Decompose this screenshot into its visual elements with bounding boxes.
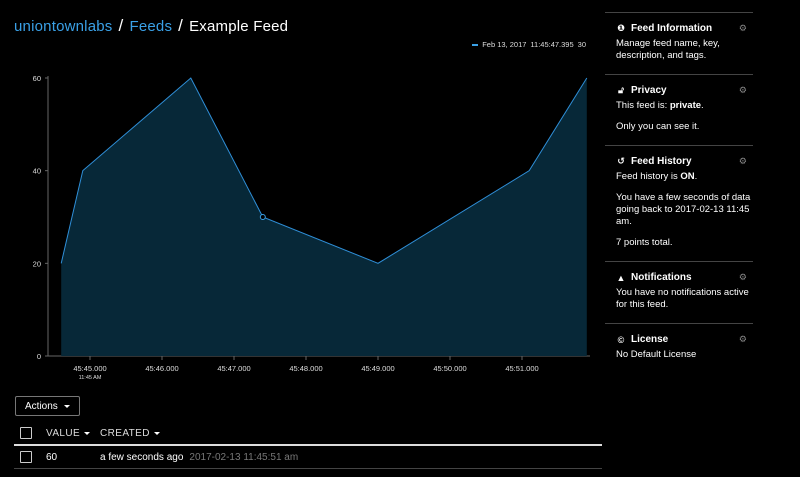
chart-legend: Feb 13, 2017 11:45:47.395 30 — [472, 40, 586, 49]
breadcrumb-separator: / — [118, 16, 124, 35]
history-icon: ↺ — [617, 156, 625, 166]
panel-title: ❶ Feed Information — [616, 23, 753, 34]
panel-license: © License ⚙ No Default License — [605, 323, 753, 373]
column-header-value[interactable]: VALUE — [46, 428, 100, 439]
copyright-icon: © — [617, 334, 625, 345]
chevron-down-icon — [153, 431, 160, 435]
actions-dropdown-button[interactable]: Actions — [15, 396, 80, 416]
x-tick-label: 45:48.000 — [289, 364, 322, 373]
feed-chart[interactable]: Feb 13, 2017 11:45:47.395 30 0 20 40 60 45:4… — [0, 36, 600, 386]
row-value: 60 — [46, 451, 58, 463]
legend-time: 11:45:47.395 — [530, 40, 574, 49]
column-header-created[interactable]: CREATED — [100, 428, 160, 439]
info-icon: ❶ — [617, 23, 625, 33]
panel-text: You have no notifications active for thi… — [616, 287, 749, 310]
feed-sidebar: ❶ Feed Information ⚙ Manage feed name, k… — [605, 0, 753, 477]
panel-privacy: 🔓︎ Privacy ⚙ This feed is: private. Only… — [605, 74, 753, 145]
gear-icon[interactable]: ⚙ — [738, 334, 747, 344]
row-created-relative: a few seconds ago — [100, 451, 184, 463]
breadcrumb-feeds-link[interactable]: Feeds — [129, 18, 173, 35]
gear-icon[interactable]: ⚙ — [738, 85, 747, 95]
panel-feed-information: ❶ Feed Information ⚙ Manage feed name, k… — [605, 12, 753, 74]
x-tick-label: 45:46.000 — [145, 364, 178, 373]
warning-icon: ▲ — [616, 272, 626, 283]
privacy-status: private — [669, 100, 702, 111]
chart-svg: 0 20 40 60 45:45.000 11:45 AM 45:46.000 45:47.0… — [33, 74, 590, 381]
panel-title-label: Feed Information — [631, 23, 713, 34]
legend-swatch — [472, 43, 479, 46]
table-header: VALUE CREATED — [14, 422, 602, 446]
breadcrumb-owner-link[interactable]: uniontownlabs — [14, 18, 113, 35]
history-status: ON — [680, 171, 695, 182]
panel-title-label: License — [631, 334, 669, 345]
y-tick-label: 40 — [33, 167, 41, 176]
gear-icon[interactable]: ⚙ — [738, 23, 747, 33]
panel-notifications: ▲ Notifications ⚙ You have no notificati… — [605, 261, 753, 323]
panel-title: 🔓︎ Privacy — [616, 85, 753, 96]
gear-icon[interactable]: ⚙ — [738, 272, 747, 282]
data-table: VALUE CREATED 60 a few seconds ago 2017-… — [14, 422, 602, 469]
page-title: Example Feed — [189, 18, 289, 35]
breadcrumb: uniontownlabs / Feeds / Example Feed — [14, 16, 288, 36]
row-checkbox[interactable] — [20, 451, 32, 463]
x-tick-label: 45:45.000 — [73, 364, 106, 373]
x-tick-label: 45:49.000 — [361, 364, 394, 373]
panel-title: ↺ Feed History — [616, 156, 753, 167]
x-tick-label: 45:51.000 — [505, 364, 538, 373]
gear-icon[interactable]: ⚙ — [738, 156, 747, 166]
row-created-timestamp: 2017-02-13 11:45:51 am — [189, 451, 299, 463]
panel-text: This feed is: private. — [616, 100, 753, 112]
panel-feed-history: ↺ Feed History ⚙ Feed history is ON. You… — [605, 145, 753, 261]
panel-text: Manage feed name, key, description, and … — [616, 38, 720, 61]
panel-title: © License — [616, 334, 753, 345]
table-row[interactable]: 60 a few seconds ago 2017-02-13 11:45:51… — [14, 446, 602, 469]
y-tick-label: 0 — [37, 352, 41, 361]
highlighted-data-point — [259, 214, 266, 220]
unlock-icon: 🔓︎ — [618, 85, 624, 95]
panel-title-label: Notifications — [631, 272, 692, 283]
panel-text: Only you can see it. — [616, 121, 700, 132]
x-tick-label: 45:50.000 — [433, 364, 466, 373]
y-tick-label: 20 — [33, 259, 41, 268]
y-tick-label: 60 — [33, 74, 41, 83]
history-text-prefix: Feed history is — [616, 171, 681, 182]
select-all-checkbox[interactable] — [20, 427, 32, 439]
panel-text: Feed history is ON. — [616, 171, 753, 183]
panel-title-label: Feed History — [631, 156, 692, 167]
actions-label: Actions — [25, 400, 58, 412]
chevron-down-icon — [63, 404, 70, 408]
panel-text: 7 points total. — [616, 237, 673, 248]
panel-title-label: Privacy — [631, 85, 667, 96]
privacy-text-suffix: . — [701, 100, 704, 111]
breadcrumb-separator: / — [178, 16, 184, 35]
column-header-value-label: VALUE — [46, 427, 81, 439]
legend-value: 30 — [577, 40, 586, 49]
chevron-down-icon — [84, 431, 91, 435]
privacy-text-prefix: This feed is: — [616, 100, 670, 111]
panel-title: ▲ Notifications — [616, 272, 753, 283]
history-text-suffix: . — [694, 171, 698, 182]
series-area — [61, 78, 587, 356]
legend-date: Feb 13, 2017 — [482, 40, 527, 49]
x-tick-sublabel: 11:45 AM — [79, 375, 102, 381]
x-tick-label: 45:47.000 — [217, 364, 250, 373]
column-header-created-label: CREATED — [100, 427, 150, 439]
panel-text: You have a few seconds of data going bac… — [616, 192, 751, 227]
panel-text: No Default License — [616, 349, 697, 360]
